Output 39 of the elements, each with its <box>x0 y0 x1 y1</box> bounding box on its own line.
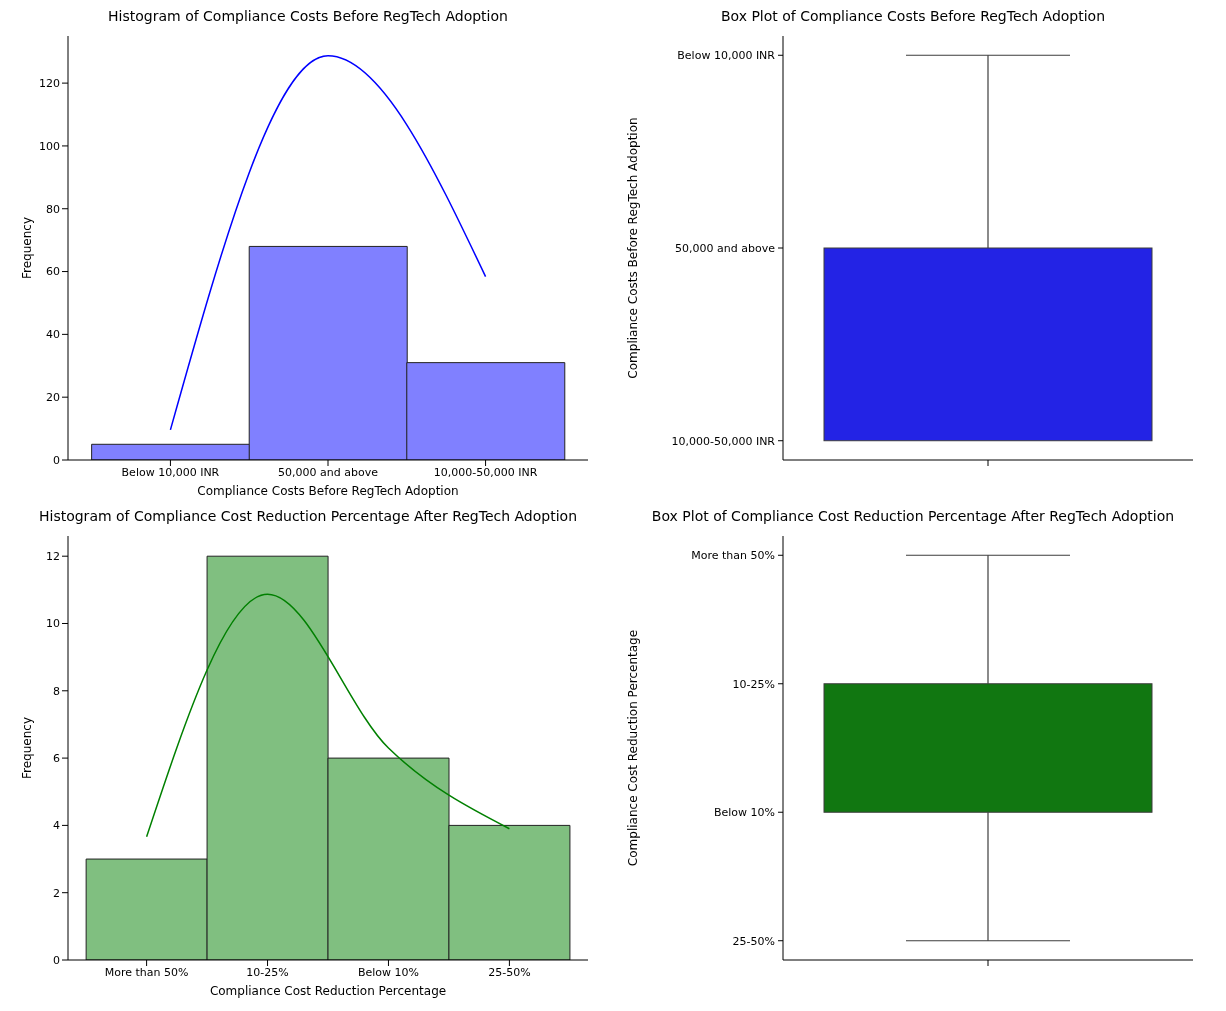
y-tick-label: 0 <box>53 453 60 467</box>
text: More than 50% <box>691 549 775 563</box>
y-tick-label: 10 <box>46 617 60 631</box>
x-tick-label: 10,000-50,000 INR <box>433 465 538 479</box>
y-tick-label: 6 <box>53 752 60 765</box>
x-axis-title: Compliance Costs Before RegTech Adoption <box>197 484 459 498</box>
text: Below 10% <box>713 806 775 820</box>
x-tick-label: 10-25% <box>246 965 289 979</box>
text: Box Plot of Compliance Cost Reduction Percentage After RegTech Adoption <box>650 508 1176 526</box>
text: 10,000-50,000 INR <box>671 434 776 448</box>
x-tick-label: 50,000 and above <box>278 465 379 479</box>
line-series <box>145 593 511 838</box>
y-tick-label: 0 <box>53 953 60 967</box>
y-tick-label: 80 <box>46 202 60 216</box>
chart-title: Histogram of Compliance Costs Before RegTech Adoption <box>107 8 509 26</box>
x-tick-label: Below 10% <box>357 965 419 979</box>
y-tick-label: 60 <box>46 265 60 279</box>
text: 25-50% <box>732 934 775 948</box>
chart-title: Histogram of Compliance Cost Reduction Percentage After RegTech Adoption <box>37 508 579 526</box>
y-tick-label: 100 <box>39 139 60 153</box>
text: Box Plot of Compliance Costs Before RegTech Adoption <box>719 8 1107 26</box>
y-tick-label: 8 <box>53 684 60 698</box>
y-tick-label: 4 <box>53 819 60 833</box>
text: Compliance Cost Reduction Percentage <box>626 629 640 867</box>
x-tick-label: Below 10,000 INR <box>121 465 220 479</box>
y-tick-label: 40 <box>46 328 60 342</box>
y-tick-label: 20 <box>46 391 60 405</box>
y-axis-title: Frequency <box>20 717 35 779</box>
text: 50,000 and above <box>675 241 776 255</box>
text: 10-25% <box>732 677 775 691</box>
y-tick-label: 12 <box>46 550 60 564</box>
text: Compliance Costs Before RegTech Adoption <box>626 117 640 379</box>
y-tick-label: 120 <box>39 77 60 91</box>
y-axis-title: Frequency <box>20 217 35 279</box>
y-tick-label: 2 <box>53 886 60 900</box>
x-axis-title: Compliance Cost Reduction Percentage <box>209 984 447 998</box>
x-tick-label: 25-50% <box>488 965 531 979</box>
x-tick-label: More than 50% <box>104 965 189 979</box>
text: Below 10,000 INR <box>677 49 776 63</box>
